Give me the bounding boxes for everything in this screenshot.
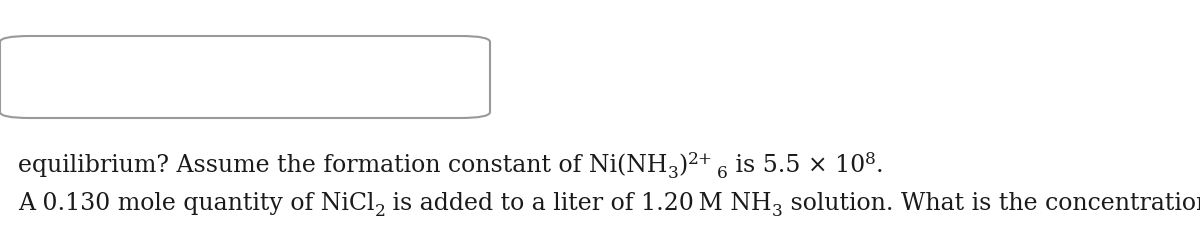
Text: M: M — [450, 58, 476, 82]
Text: is 5.5 × 10: is 5.5 × 10 — [728, 154, 865, 177]
Text: 8: 8 — [865, 151, 876, 168]
Text: 6: 6 — [718, 165, 728, 182]
Text: A 0.130 mole quantity of NiCl: A 0.130 mole quantity of NiCl — [18, 192, 374, 215]
Text: solution. What is the concentration of Ni: solution. What is the concentration of N… — [782, 192, 1200, 215]
Text: 2+: 2+ — [688, 151, 713, 168]
Text: 2: 2 — [374, 203, 385, 220]
Text: ): ) — [678, 154, 688, 177]
Text: is added to a liter of 1.20 M NH: is added to a liter of 1.20 M NH — [385, 192, 772, 215]
Text: equilibrium? Assume the formation constant of Ni(NH: equilibrium? Assume the formation consta… — [18, 153, 667, 177]
Text: 3: 3 — [772, 203, 782, 220]
Text: .: . — [876, 154, 883, 177]
Text: 3: 3 — [667, 165, 678, 182]
